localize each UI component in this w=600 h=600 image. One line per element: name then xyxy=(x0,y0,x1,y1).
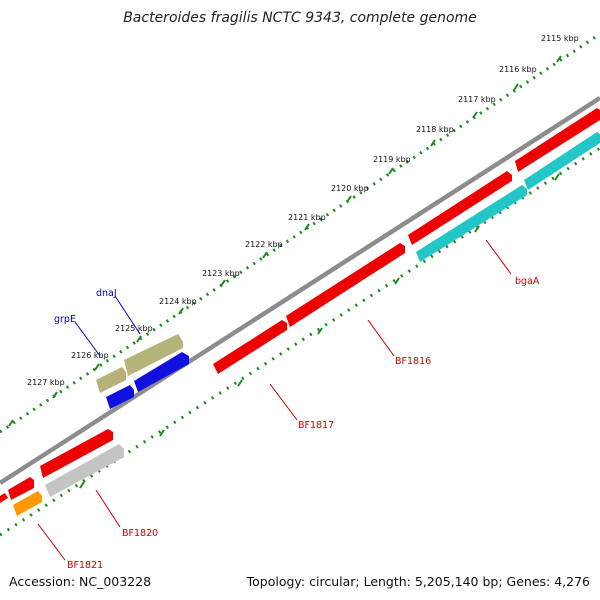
leader-bgaA xyxy=(485,239,512,275)
feature-cyan xyxy=(524,132,600,190)
accession-text: Accession: NC_003228 xyxy=(9,574,152,589)
forward-features xyxy=(0,108,600,503)
gene-label-bf1820: BF1820 xyxy=(122,528,158,539)
feature-dnaJ xyxy=(124,334,183,376)
feature-bf1816 xyxy=(286,243,405,327)
feature-red xyxy=(40,429,113,478)
leader-bf1816 xyxy=(367,319,395,357)
ruler-label: 2115 kbp xyxy=(541,34,579,43)
leader-bf1821 xyxy=(37,523,66,561)
tick-line-lower xyxy=(0,146,600,537)
map-title: Bacteroides fragilis NCTC 9343, complete… xyxy=(123,10,477,26)
feature-bgaA xyxy=(416,185,527,262)
ruler-label: 2119 kbp xyxy=(373,155,411,164)
leader-dnaJ xyxy=(114,295,141,335)
feature-red xyxy=(515,108,600,172)
major-ticks xyxy=(8,55,562,489)
gene-label-bgaA: bgaA xyxy=(515,276,540,287)
gene-label-bf1817: BF1817 xyxy=(298,420,334,431)
feature-bf1817 xyxy=(213,320,287,374)
ruler-label: 2126 kbp xyxy=(71,351,109,360)
feature-orange xyxy=(13,491,42,516)
genome-summary-text: Topology: circular; Length: 5,205,140 bp… xyxy=(246,574,590,589)
feature-grpE xyxy=(96,367,126,393)
feature-bf1821 xyxy=(8,477,34,500)
ruler-label: 2121 kbp xyxy=(288,213,326,222)
genome-backbone xyxy=(0,96,600,485)
gene-label-bf1816: BF1816 xyxy=(395,356,431,367)
ruler-label: 2116 kbp xyxy=(499,65,537,74)
ruler-label: 2120 kbp xyxy=(331,184,369,193)
feature-red xyxy=(408,171,512,245)
feature-blue xyxy=(134,352,189,392)
feature-bf1820 xyxy=(45,444,124,497)
ruler-label: 2122 kbp xyxy=(245,240,283,249)
gene-label-bf1821: BF1821 xyxy=(67,560,103,571)
ruler-label: 2127 kbp xyxy=(27,378,65,387)
tick-line-upper xyxy=(0,32,600,434)
feature-blue xyxy=(106,385,134,409)
leader-bf1817 xyxy=(269,383,298,421)
ruler-label: 2124 kbp xyxy=(159,297,197,306)
feature-red xyxy=(0,493,8,503)
leader-bf1820 xyxy=(95,489,121,528)
ruler-label: 2117 kbp xyxy=(458,95,496,104)
leader-grpE xyxy=(74,321,101,357)
ruler-label: 2118 kbp xyxy=(416,125,454,134)
gene-label-dnaJ: dnaJ xyxy=(96,288,117,299)
gene-label-grpE: grpE xyxy=(54,314,76,325)
ruler-label: 2123 kbp xyxy=(202,269,240,278)
ruler-label: 2125 kbp xyxy=(115,324,153,333)
